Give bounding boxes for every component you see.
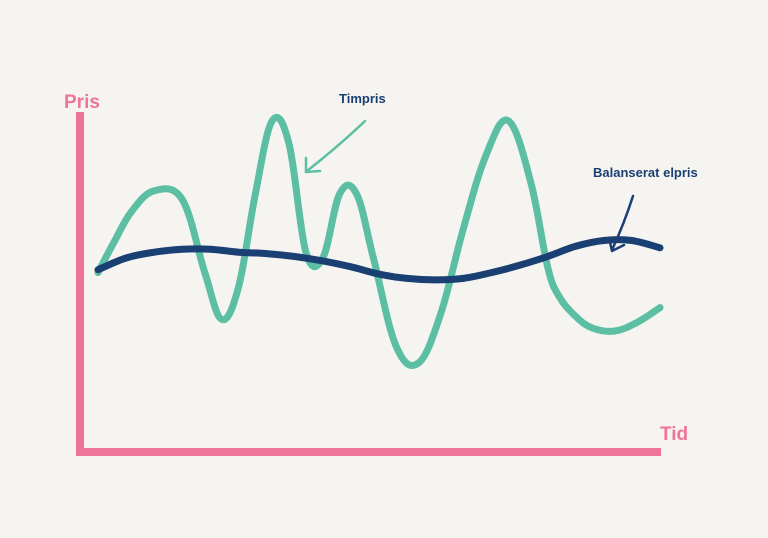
annotation-arrow-timpris xyxy=(305,119,367,173)
x-axis-label: Tid xyxy=(660,424,688,445)
y-axis-label: Pris xyxy=(64,92,100,113)
annotation-arrowhead-balanserat-elpris xyxy=(607,236,626,253)
series-line-timpris xyxy=(94,113,664,369)
annotations: Timpris Balanserat elpris xyxy=(304,91,698,253)
annotation-arrowhead-timpris xyxy=(304,156,322,174)
annotation-arrow-balanserat-elpris xyxy=(610,194,635,252)
annotation-timpris: Timpris xyxy=(339,91,386,106)
series-layer xyxy=(94,113,664,369)
chart-axes xyxy=(76,112,661,456)
series-line-balanserat-elpris xyxy=(94,236,664,284)
annotation-balanserat-elpris: Balanserat elpris xyxy=(593,165,698,180)
